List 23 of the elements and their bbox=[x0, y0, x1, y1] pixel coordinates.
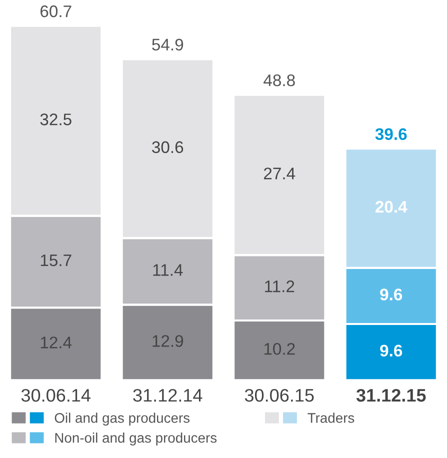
data-label: 9.6 bbox=[380, 344, 402, 357]
data-label: 9.6 bbox=[380, 288, 402, 300]
data-label: 11.2 bbox=[265, 280, 294, 292]
data-label: 30.6 bbox=[152, 141, 184, 154]
data-label: 32.5 bbox=[40, 114, 72, 126]
legend-label: Traders bbox=[308, 412, 354, 423]
data-label: 12.4 bbox=[40, 336, 72, 348]
legend-label: Non-oil and gas producers bbox=[55, 432, 217, 446]
total-label: 54.9 bbox=[152, 38, 184, 51]
x-tick-label: 30.06.15 bbox=[244, 388, 314, 402]
x-tick-label: 31.12.14 bbox=[133, 388, 202, 402]
total-label: 48.8 bbox=[264, 74, 295, 86]
data-label: 27.4 bbox=[264, 168, 296, 180]
x-tick-label: 30.06.14 bbox=[21, 388, 90, 402]
x-tick-label: 31.12.15 bbox=[356, 388, 426, 402]
data-label: 11.4 bbox=[153, 264, 183, 276]
data-label: 12.9 bbox=[152, 335, 184, 347]
legend-label: Oil and gas producers bbox=[54, 412, 190, 426]
data-label: 20.4 bbox=[375, 200, 408, 213]
data-label: 15.7 bbox=[40, 254, 72, 266]
total-label: 60.7 bbox=[40, 5, 72, 18]
data-label: 10.2 bbox=[264, 342, 295, 355]
total-label: 39.6 bbox=[375, 128, 407, 140]
